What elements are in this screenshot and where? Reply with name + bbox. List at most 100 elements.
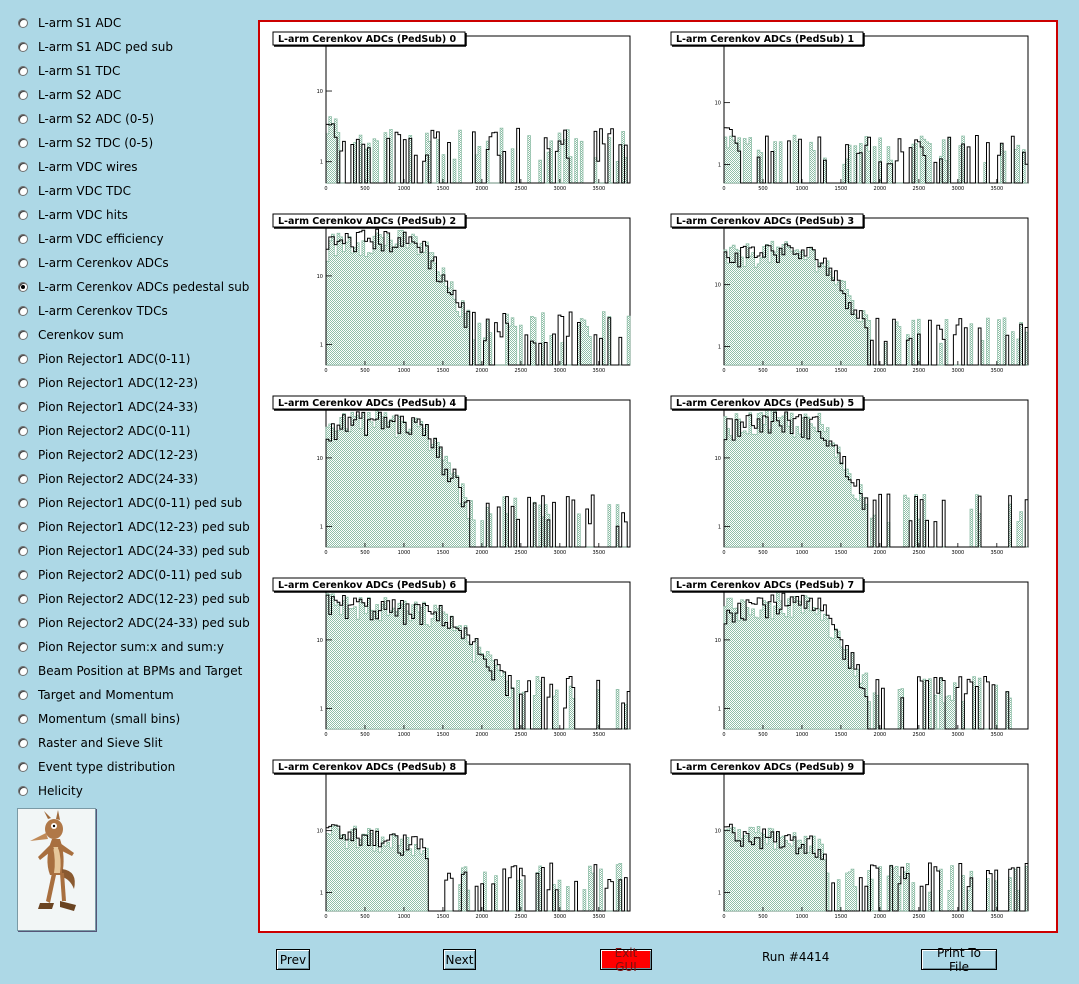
- histogram-reference-fill: [325, 593, 630, 730]
- histogram-reference-fill: [325, 116, 630, 184]
- radio-option[interactable]: L-arm Cerenkov ADCs: [18, 253, 169, 273]
- radio-button[interactable]: [18, 42, 28, 52]
- radio-option[interactable]: Event type distribution: [18, 757, 175, 777]
- radio-option-label: Pion Rejector2 ADC(24-33): [38, 472, 199, 486]
- histogram-title-box: [272, 577, 466, 592]
- radio-button[interactable]: [18, 642, 28, 652]
- radio-option-label: Helicity: [38, 784, 83, 798]
- radio-button-checked[interactable]: [18, 282, 28, 292]
- radio-option[interactable]: L-arm S2 ADC (0-5): [18, 109, 154, 129]
- radio-option[interactable]: Pion Rejector1 ADC(24-33) ped sub: [18, 541, 250, 561]
- print-to-file-button[interactable]: Print To File: [921, 946, 997, 974]
- radio-button[interactable]: [18, 234, 28, 244]
- radio-option[interactable]: Pion Rejector1 ADC(24-33): [18, 397, 198, 417]
- x-tick-label: 500: [360, 914, 370, 920]
- radio-button[interactable]: [18, 738, 28, 748]
- histogram-title-box: [670, 395, 864, 410]
- radio-option[interactable]: L-arm S2 TDC (0-5): [18, 133, 153, 153]
- radio-button[interactable]: [18, 18, 28, 28]
- radio-option[interactable]: Helicity: [18, 781, 83, 801]
- x-tick-label: 3000: [553, 914, 566, 920]
- x-tick-label: 3000: [951, 368, 964, 374]
- y-tick-label: 1: [320, 524, 323, 530]
- radio-option[interactable]: Pion Rejector2 ADC(12-23): [18, 445, 198, 465]
- radio-button[interactable]: [18, 450, 28, 460]
- radio-button[interactable]: [18, 378, 28, 388]
- radio-option[interactable]: L-arm Cerenkov TDCs: [18, 301, 168, 321]
- radio-button[interactable]: [18, 354, 28, 364]
- radio-button[interactable]: [18, 474, 28, 484]
- radio-button[interactable]: [18, 306, 28, 316]
- radio-option-label: L-arm S1 ADC: [38, 16, 122, 30]
- x-tick-label: 2500: [913, 186, 926, 192]
- radio-option[interactable]: Pion Rejector2 ADC(12-23) ped sub: [18, 589, 250, 609]
- radio-button[interactable]: [18, 786, 28, 796]
- radio-option[interactable]: Raster and Sieve Slit: [18, 733, 163, 753]
- radio-button[interactable]: [18, 546, 28, 556]
- radio-option-label: L-arm VDC TDC: [38, 184, 131, 198]
- radio-option[interactable]: Pion Rejector sum:x and sum:y: [18, 637, 224, 657]
- x-tick-label: 2000: [874, 186, 887, 192]
- radio-button[interactable]: [18, 618, 28, 628]
- histogram-reference-fill: [723, 826, 1029, 912]
- radio-option[interactable]: Cerenkov sum: [18, 325, 124, 345]
- radio-option[interactable]: L-arm VDC hits: [18, 205, 128, 225]
- histogram-panel: 050010001500200025003000350011010²L-arm …: [670, 213, 1029, 374]
- radio-option[interactable]: L-arm VDC efficiency: [18, 229, 164, 249]
- radio-option[interactable]: Pion Rejector1 ADC(0-11) ped sub: [18, 493, 242, 513]
- radio-button[interactable]: [18, 594, 28, 604]
- radio-button[interactable]: [18, 666, 28, 676]
- radio-button[interactable]: [18, 114, 28, 124]
- histogram-line: [325, 824, 630, 912]
- x-tick-label: 1000: [398, 186, 411, 192]
- radio-option-label: Cerenkov sum: [38, 328, 124, 342]
- radio-option[interactable]: L-arm Cerenkov ADCs pedestal sub: [18, 277, 249, 297]
- x-tick-label: 0: [324, 186, 327, 192]
- radio-button[interactable]: [18, 162, 28, 172]
- radio-button[interactable]: [18, 522, 28, 532]
- radio-button[interactable]: [18, 138, 28, 148]
- radio-button[interactable]: [18, 426, 28, 436]
- radio-option[interactable]: Pion Rejector2 ADC(24-33) ped sub: [18, 613, 250, 633]
- radio-option-label: L-arm VDC wires: [38, 160, 138, 174]
- x-tick-label: 500: [360, 368, 370, 374]
- x-tick-label: 2000: [874, 732, 887, 738]
- radio-option[interactable]: Pion Rejector1 ADC(0-11): [18, 349, 190, 369]
- exit-gui-button[interactable]: Exit GUI: [600, 946, 652, 974]
- radio-option[interactable]: Beam Position at BPMs and Target: [18, 661, 242, 681]
- radio-option[interactable]: Pion Rejector2 ADC(24-33): [18, 469, 198, 489]
- histogram-line: [723, 411, 1029, 548]
- radio-option[interactable]: Pion Rejector1 ADC(12-23) ped sub: [18, 517, 250, 537]
- radio-option[interactable]: L-arm S2 ADC: [18, 85, 121, 105]
- radio-option[interactable]: L-arm VDC wires: [18, 157, 137, 177]
- radio-button[interactable]: [18, 402, 28, 412]
- radio-button[interactable]: [18, 498, 28, 508]
- radio-button[interactable]: [18, 714, 28, 724]
- radio-button[interactable]: [18, 186, 28, 196]
- radio-button[interactable]: [18, 330, 28, 340]
- radio-option[interactable]: Pion Rejector1 ADC(12-23): [18, 373, 198, 393]
- radio-button[interactable]: [18, 258, 28, 268]
- radio-button[interactable]: [18, 690, 28, 700]
- radio-button[interactable]: [18, 570, 28, 580]
- histogram-panel: 0 500 1000 1500 2000 2500 3000 3500 1 10 L-arm Cer…: [272, 213, 631, 374]
- radio-option[interactable]: Pion Rejector2 ADC(0-11) ped sub: [18, 565, 242, 585]
- radio-button[interactable]: [18, 66, 28, 76]
- radio-option[interactable]: Momentum (small bins): [18, 709, 180, 729]
- next-button[interactable]: Next: [443, 949, 476, 970]
- radio-button[interactable]: [18, 210, 28, 220]
- radio-option[interactable]: L-arm S1 ADC: [18, 13, 121, 33]
- radio-button[interactable]: [18, 90, 28, 100]
- x-tick-label: 0: [722, 914, 725, 920]
- radio-button[interactable]: [18, 762, 28, 772]
- radio-option[interactable]: L-arm S1 ADC ped sub: [18, 37, 173, 57]
- radio-option[interactable]: Target and Momentum: [18, 685, 174, 705]
- histogram-title: L-arm Cerenkov ADCs (PedSub) 5: [676, 398, 854, 409]
- x-tick-label: 1500: [437, 550, 450, 556]
- radio-option[interactable]: L-arm VDC TDC: [18, 181, 131, 201]
- y-tick-label: 10: [317, 638, 323, 644]
- prev-button[interactable]: Prev: [276, 949, 310, 970]
- radio-option[interactable]: L-arm S1 TDC: [18, 61, 120, 81]
- radio-option[interactable]: Pion Rejector2 ADC(0-11): [18, 421, 190, 441]
